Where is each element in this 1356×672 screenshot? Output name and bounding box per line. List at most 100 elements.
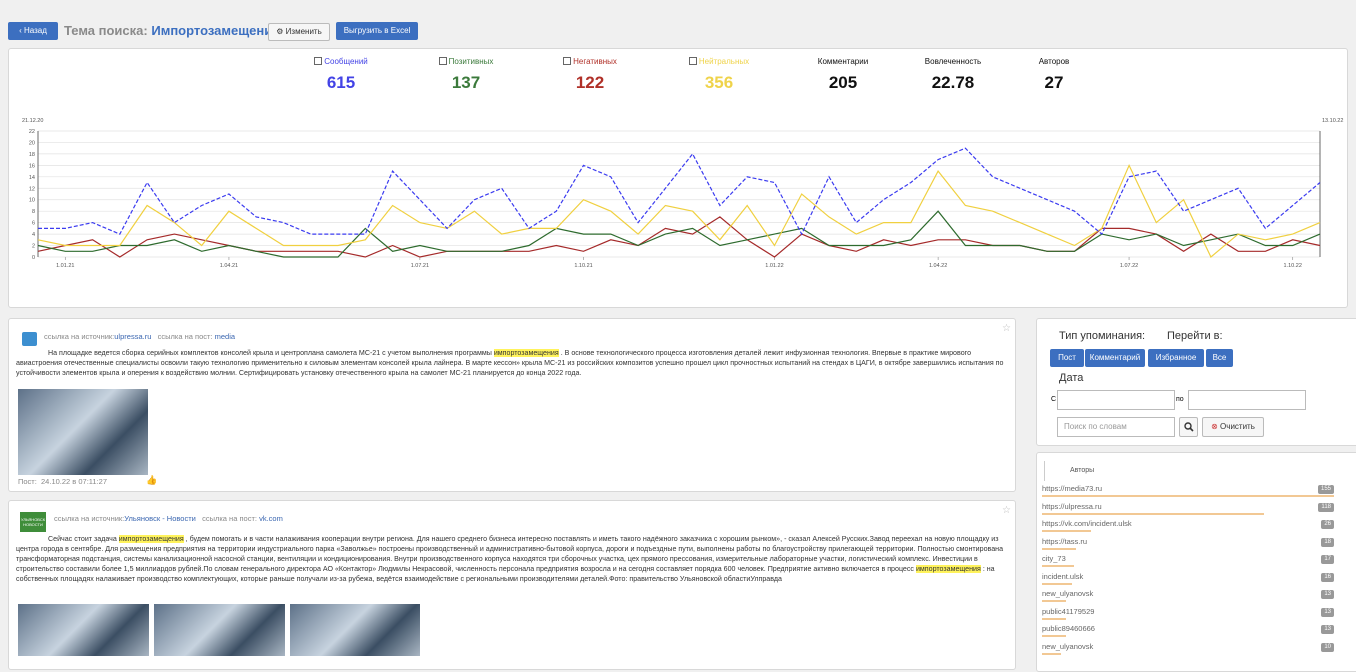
stat-value: 356 bbox=[704, 73, 734, 92]
stat-label-row: Негативных bbox=[530, 57, 650, 69]
author-row[interactable]: public89460666 13 bbox=[1042, 624, 1334, 641]
author-name: https://vk.com/incident.ulsk bbox=[1042, 519, 1132, 528]
author-row[interactable]: https://vk.com/incident.ulsk 26 bbox=[1042, 519, 1334, 536]
date-from-input[interactable] bbox=[1057, 390, 1175, 410]
author-count: 10 bbox=[1321, 642, 1334, 652]
clear-label: Очистить bbox=[1220, 422, 1255, 431]
goto-label: Перейти в: bbox=[1167, 330, 1223, 342]
post-link[interactable]: media bbox=[214, 332, 236, 341]
stat-label-row: Сообщений bbox=[281, 57, 401, 69]
source-label: ссылка на источник: bbox=[54, 514, 125, 523]
clear-button[interactable]: ⊗ Очистить bbox=[1202, 417, 1264, 437]
author-row[interactable]: https://tass.ru 18 bbox=[1042, 537, 1334, 554]
author-count: 16 bbox=[1321, 572, 1334, 582]
x-tick-label: 1.10.22 bbox=[1284, 263, 1302, 269]
checkbox bbox=[563, 57, 572, 65]
back-button[interactable]: ‹ Назад bbox=[8, 22, 58, 40]
post-image[interactable] bbox=[18, 604, 149, 656]
favorite-star[interactable]: ☆ bbox=[1002, 505, 1011, 516]
filter-button[interactable]: Пост bbox=[1050, 349, 1084, 367]
edit-label: Изменить bbox=[285, 27, 322, 36]
stat-label: Комментарии bbox=[817, 57, 869, 66]
y-tick-label: 6 bbox=[32, 221, 35, 227]
y-tick-label: 0 bbox=[32, 255, 35, 261]
like-icon[interactable]: 👍 bbox=[146, 475, 158, 485]
export-button[interactable]: Выгрузить в Excel bbox=[336, 22, 418, 40]
stat-value: 205 bbox=[828, 73, 858, 92]
source-link[interactable]: Ульяновск - Новости bbox=[124, 514, 196, 523]
author-count: 13 bbox=[1321, 625, 1334, 634]
y-tick-label: 10 bbox=[29, 198, 35, 204]
favorite-star[interactable]: ☆ bbox=[1002, 323, 1011, 334]
page: {"header":{"back":"Назад","topic_label":… bbox=[8, 22, 1356, 672]
search-icon bbox=[1183, 422, 1194, 432]
post-link[interactable]: vk.com bbox=[259, 514, 283, 523]
topic-name: Импортозамещение bbox=[151, 23, 280, 38]
text-segment: , будем помогать и в части налаживания к… bbox=[16, 535, 1004, 573]
author-row[interactable]: new_ulyanovsk 13 bbox=[1042, 589, 1334, 606]
stat-label: Позитивных bbox=[448, 57, 494, 66]
divider bbox=[1044, 461, 1045, 481]
filter-button[interactable]: Все bbox=[1206, 349, 1233, 367]
stat-label: Авторов bbox=[1038, 57, 1070, 66]
authors-panel bbox=[1036, 452, 1356, 672]
source-link[interactable]: ulpressa.ru bbox=[114, 332, 152, 341]
edit-button[interactable]: ⚙ Изменить bbox=[268, 23, 330, 41]
date-to-input[interactable] bbox=[1188, 390, 1306, 410]
series-line bbox=[37, 163, 1321, 258]
chart: 0 2 4 6 8 10 12 14 16 18 20 22 21.12.20 13.10.22 1.01.… bbox=[22, 118, 1343, 269]
author-row[interactable]: city_73 17 bbox=[1042, 554, 1334, 571]
range-start-label: 21.12.20 bbox=[22, 118, 43, 124]
stat: Комментарии 205 bbox=[783, 57, 903, 93]
y-tick-label: 22 bbox=[29, 129, 35, 135]
author-name: https://tass.ru bbox=[1042, 536, 1088, 546]
to-label: по bbox=[1176, 396, 1184, 403]
stat-label-row: Нейтральных bbox=[659, 57, 779, 69]
search-input[interactable]: Поиск по словам bbox=[1057, 417, 1175, 437]
author-name: new_ulyanovsk bbox=[1042, 641, 1094, 651]
stat-value: 122 bbox=[575, 73, 605, 92]
stat-value: 27 bbox=[1044, 73, 1064, 92]
author-row[interactable]: https://ulpressa.ru 118 bbox=[1042, 502, 1334, 519]
source-line: ссылка на источник:ulpressa.ru ссылка на… bbox=[44, 332, 235, 341]
author-row[interactable]: new_ulyanovsk 10 bbox=[1042, 642, 1334, 659]
y-tick-label: 4 bbox=[32, 232, 35, 238]
source-logo: УЛЬЯНОВСК НОВОСТИ bbox=[20, 512, 46, 532]
author-bar bbox=[1042, 512, 1265, 515]
stat: Негативных 122 bbox=[530, 57, 650, 93]
author-bar bbox=[1042, 530, 1091, 532]
checkbox bbox=[314, 57, 323, 65]
author-row[interactable]: https://media73.ru 155 bbox=[1042, 484, 1334, 501]
post-image[interactable] bbox=[154, 604, 285, 656]
stat-value: 137 bbox=[451, 73, 481, 92]
from-label: С bbox=[1051, 396, 1057, 403]
post-card bbox=[8, 318, 1016, 492]
author-bar bbox=[1042, 617, 1067, 620]
y-tick-label: 14 bbox=[29, 175, 35, 181]
footer-date: 24.10.22 в 07:11:27 bbox=[41, 477, 107, 486]
footer-label: Пост: bbox=[18, 477, 37, 486]
source-icon bbox=[22, 332, 37, 346]
stat-label-row: Авторов bbox=[994, 57, 1114, 69]
topic-label: Тема поиска: bbox=[64, 23, 148, 38]
post-footer: Пост: 24.10.22 в 07:11:27 bbox=[18, 477, 107, 486]
filter-button[interactable]: Избранное bbox=[1148, 349, 1204, 367]
authors-title: Авторы bbox=[1070, 467, 1095, 474]
author-bar bbox=[1042, 582, 1073, 585]
topic: Тема поиска: Импортозамещение bbox=[64, 22, 280, 40]
filter-button[interactable]: Комментарий bbox=[1085, 349, 1145, 367]
post-image[interactable] bbox=[18, 389, 148, 475]
author-row[interactable]: incident.ulsk 16 bbox=[1042, 572, 1334, 589]
highlight: импортозамещения bbox=[915, 565, 981, 573]
author-row[interactable]: public41179529 13 bbox=[1042, 607, 1334, 624]
author-name: new_ulyanovsk bbox=[1042, 589, 1094, 598]
range-end-label: 13.10.22 bbox=[1322, 118, 1343, 124]
author-count: 13 bbox=[1321, 607, 1334, 617]
post-label: ссылка на пост: bbox=[202, 514, 257, 523]
stat: Нейтральных 356 bbox=[659, 57, 779, 93]
post-image[interactable] bbox=[290, 604, 420, 656]
stat-label-row: Позитивных bbox=[406, 57, 526, 69]
search-button[interactable] bbox=[1179, 417, 1198, 437]
author-count: 13 bbox=[1321, 590, 1334, 599]
stat-label-row: Вовлеченность bbox=[893, 57, 1013, 69]
